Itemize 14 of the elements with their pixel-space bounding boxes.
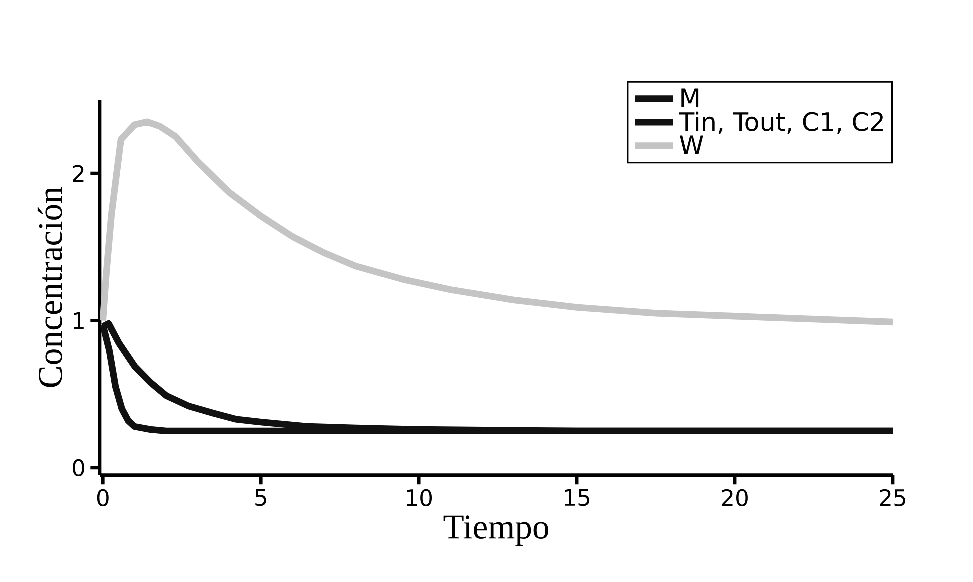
- x-tick-label: 10: [407, 489, 432, 507]
- legend-label: W: [680, 136, 704, 154]
- y-tick-label: 1: [74, 312, 84, 330]
- x-tick-label: 25: [880, 489, 906, 507]
- legend-label: M: [682, 88, 699, 108]
- x-axis-title: Tiempo: [444, 516, 549, 546]
- x-tick-label: 20: [722, 489, 748, 507]
- legend-label: Tin, Tout, C1, C2: [679, 112, 883, 134]
- x-tick-label: 5: [256, 489, 266, 506]
- x-tick-label: 0: [97, 489, 109, 507]
- y-axis-title: Concentración: [38, 187, 62, 388]
- x-tick-label: 15: [565, 489, 590, 506]
- y-tick-label: 2: [73, 165, 84, 182]
- y-tick-label: 0: [73, 459, 84, 477]
